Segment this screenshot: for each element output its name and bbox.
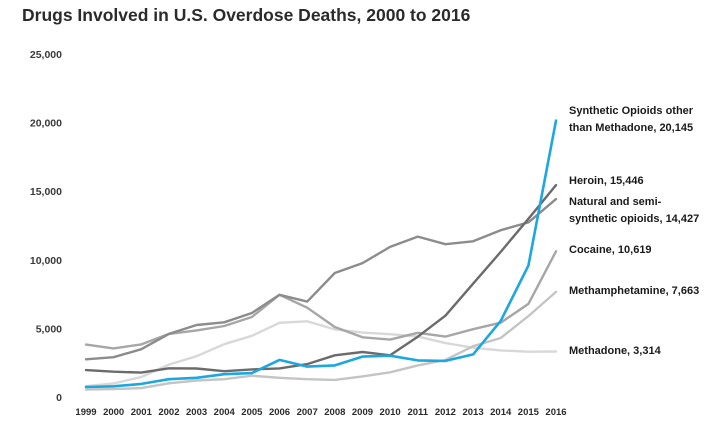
x-tick-label: 1999 <box>75 407 96 418</box>
x-tick-label: 2013 <box>462 407 483 418</box>
y-tick-label: 10,000 <box>30 255 62 267</box>
series-label: Heroin, 15,446 <box>569 175 644 187</box>
series-label: Methadone, 3,314 <box>569 345 662 357</box>
series-line <box>84 250 558 350</box>
x-tick-label: 2004 <box>214 407 236 418</box>
series-labels: Synthetic Opioids other than Methadone, 2… <box>569 105 699 357</box>
y-tick-label: 0 <box>56 392 62 404</box>
series-line <box>84 183 558 374</box>
chart-title: Drugs Involved in U.S. Overdose Deaths, … <box>22 5 471 25</box>
series-line <box>84 197 558 361</box>
x-tick-label: 2009 <box>352 407 373 418</box>
x-tick-label: 2000 <box>103 407 124 418</box>
series-label: Methamphetamine, 7,663 <box>569 285 699 297</box>
x-tick-label: 2001 <box>131 407 153 418</box>
series-line <box>84 290 558 391</box>
x-tick-label: 2007 <box>297 407 318 418</box>
series-line <box>84 320 558 388</box>
x-tick-label: 2008 <box>324 407 345 418</box>
series-lines <box>84 119 558 391</box>
y-axis-ticks: 0 5,000 10,000 15,000 20,000 25,000 <box>30 49 62 404</box>
y-tick-label: 15,000 <box>30 186 62 198</box>
x-tick-label: 2003 <box>186 407 207 418</box>
series-label: Synthetic Opioids other than Methadone, 2… <box>569 105 694 134</box>
x-tick-label: 2006 <box>269 407 290 418</box>
series-line <box>84 119 558 389</box>
x-tick-label: 2015 <box>518 407 540 418</box>
x-tick-label: 2012 <box>435 407 456 418</box>
y-tick-label: 20,000 <box>30 118 62 130</box>
x-tick-label: 2011 <box>407 407 428 418</box>
y-tick-label: 5,000 <box>36 323 62 335</box>
x-tick-label: 2005 <box>241 407 263 418</box>
x-tick-label: 2016 <box>545 407 566 418</box>
x-tick-label: 2002 <box>158 407 179 418</box>
series-label: Natural and semi-synthetic opioids, 14,4… <box>569 196 699 225</box>
x-tick-label: 2010 <box>380 407 401 418</box>
x-axis-ticks: 1999 2000 2001 2002 2003 2004 2005 2006 2007 2008… <box>75 407 566 418</box>
series-label: Cocaine, 10,619 <box>569 244 652 256</box>
x-tick-label: 2014 <box>490 407 512 418</box>
y-tick-label: 25,000 <box>30 49 62 61</box>
